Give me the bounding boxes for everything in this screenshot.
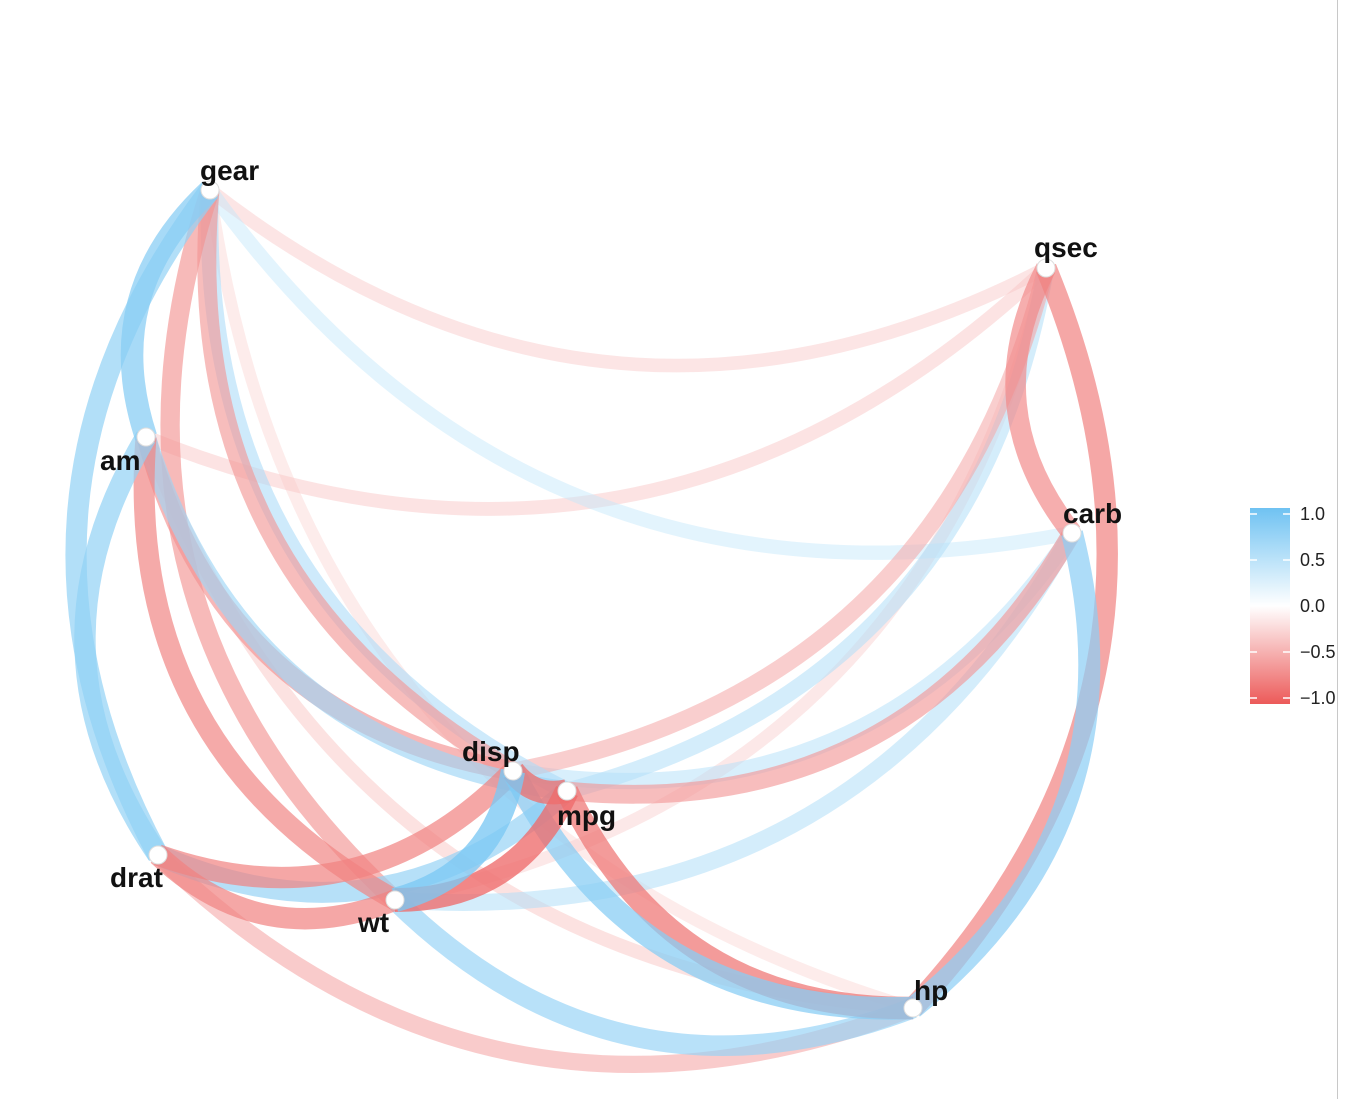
node-drat (148, 845, 168, 865)
node-gear (200, 180, 220, 200)
node-label-wt: wt (357, 907, 389, 938)
edge-wt-hp (387, 892, 917, 1056)
edge-hp-carb (906, 530, 1101, 1017)
edge-wt-disp (391, 768, 525, 912)
node-label-mpg: mpg (557, 800, 616, 831)
node-label-drat: drat (110, 862, 163, 893)
edge-gear-mpg (200, 189, 571, 799)
node-am (136, 427, 156, 447)
edge-drat-disp (154, 763, 521, 889)
colorbar-tick-label: 0.5 (1300, 550, 1325, 570)
colorbar-tick-label: 0.0 (1300, 596, 1325, 616)
node-wt (385, 890, 405, 910)
edge-am-mpg (136, 434, 569, 801)
node-label-am: am (100, 445, 140, 476)
colorbar-legend: 1.0 0.5 0.0 −0.5 −1.0 (1250, 504, 1336, 708)
edge-am-qsec (143, 263, 1051, 516)
edge-gear-qsec (205, 184, 1050, 373)
node-disp (503, 761, 523, 781)
node-label-qsec: qsec (1034, 232, 1098, 263)
edge-am-drat (74, 431, 167, 862)
edge-qsec-carb (1005, 263, 1081, 540)
node-carb (1062, 523, 1082, 543)
plot-border-right (1337, 0, 1338, 1099)
edge-drat-wt (150, 847, 399, 930)
node-qsec (1036, 258, 1056, 278)
colorbar-tick-label: 1.0 (1300, 504, 1325, 524)
edge-layer (65, 181, 1118, 1073)
node-mpg (557, 781, 577, 801)
node-label-disp: disp (462, 736, 520, 767)
node-label-gear: gear (200, 155, 259, 186)
node-label-carb: carb (1063, 498, 1122, 529)
node-hp (903, 998, 923, 1018)
colorbar-tick-label: −0.5 (1300, 642, 1336, 662)
edge-gear-disp (197, 189, 518, 780)
edge-am-wt (133, 436, 401, 910)
node-layer: gear qsec am carb disp mpg drat wt hp (100, 155, 1122, 1018)
colorbar-tick-label: −1.0 (1300, 688, 1336, 708)
edge-mpg-carb (566, 528, 1081, 804)
edge-gear-wt (160, 187, 402, 908)
edge-gear-am (120, 181, 218, 441)
node-label-hp: hp (914, 975, 948, 1006)
